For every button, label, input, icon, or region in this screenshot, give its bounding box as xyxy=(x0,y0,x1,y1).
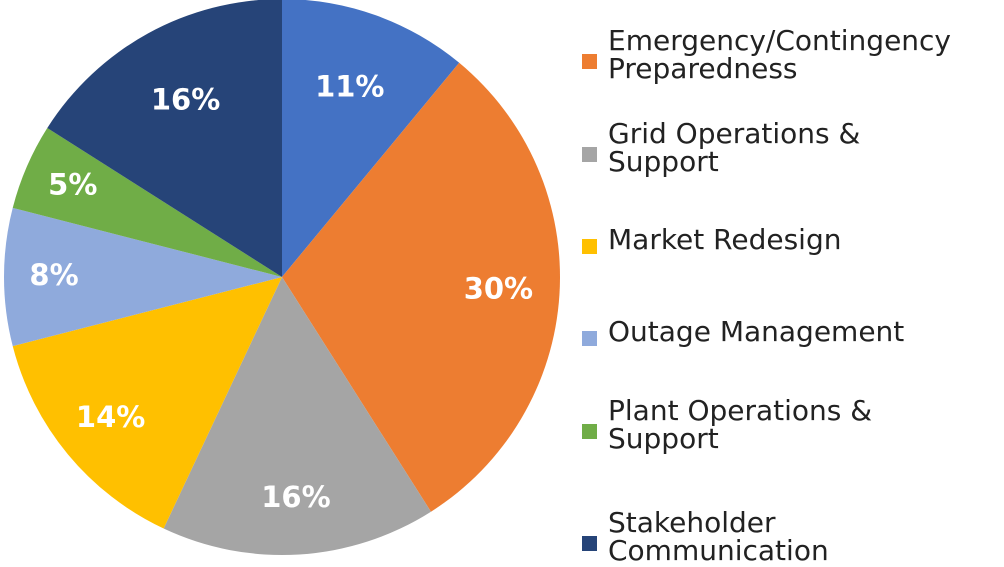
legend-label: Grid Operations & Support xyxy=(608,117,861,178)
legend-swatch xyxy=(582,423,597,439)
slice-label: 5% xyxy=(48,167,97,201)
legend-label: Outage Management xyxy=(608,315,905,348)
pie-slice xyxy=(12,277,282,529)
legend-label: Stakeholder Communication xyxy=(608,506,829,567)
legend-item: Emergency/Contingency Preparedness xyxy=(582,27,1004,83)
legend-swatch xyxy=(582,238,597,254)
legend-item: Market Redesign xyxy=(582,226,841,254)
slice-label: 16% xyxy=(151,83,220,117)
pie-slice xyxy=(282,62,560,512)
pie-slice xyxy=(282,0,460,277)
legend-label: Emergency/Contingency Preparedness xyxy=(608,24,951,85)
slice-label: 8% xyxy=(29,258,78,292)
legend-swatch xyxy=(582,53,597,69)
pie-slice xyxy=(47,0,282,277)
slice-label: 30% xyxy=(464,272,533,306)
legend-label: Market Redesign xyxy=(608,223,842,256)
legend-item: Stakeholder Communication xyxy=(582,509,908,565)
legend-swatch xyxy=(582,330,597,346)
legend-label: Plant Operations & Support xyxy=(608,394,873,455)
slice-label: 16% xyxy=(261,480,330,514)
pie-slice xyxy=(3,207,282,347)
legend-swatch xyxy=(582,535,597,551)
pie-chart: 11% 30% 16% 14% 8% 5% 16% xyxy=(3,0,560,555)
legend-swatch xyxy=(582,146,597,162)
legend-item: Grid Operations & Support xyxy=(582,120,918,176)
pie-slice xyxy=(12,128,282,277)
pie-slice xyxy=(163,277,431,555)
legend-item: Outage Management xyxy=(582,318,904,346)
legend-item: Plant Operations & Support xyxy=(582,397,898,453)
slice-label: 11% xyxy=(315,70,384,104)
slice-label: 14% xyxy=(76,400,145,434)
